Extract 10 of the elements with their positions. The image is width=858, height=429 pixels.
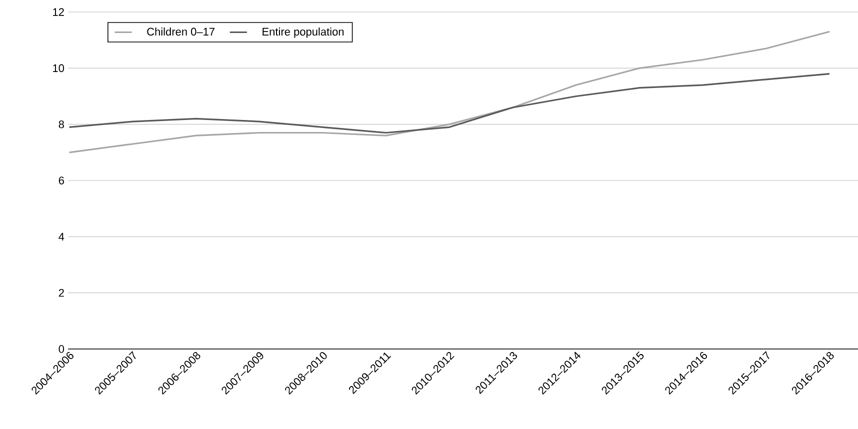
y-tick-label: 8 [58,120,64,128]
y-tick-label: 6 [58,176,64,184]
y-tick-label: 10 [53,64,64,72]
line-series [68,72,830,134]
legend-label: Entire population [262,28,344,38]
y-tick-label: 2 [58,289,64,297]
legend-label: Children 0–17 [147,28,214,36]
y-tick-label: 4 [58,232,64,240]
y-tick-label: 0 [58,345,64,353]
y-tick-label: 12 [53,8,64,16]
